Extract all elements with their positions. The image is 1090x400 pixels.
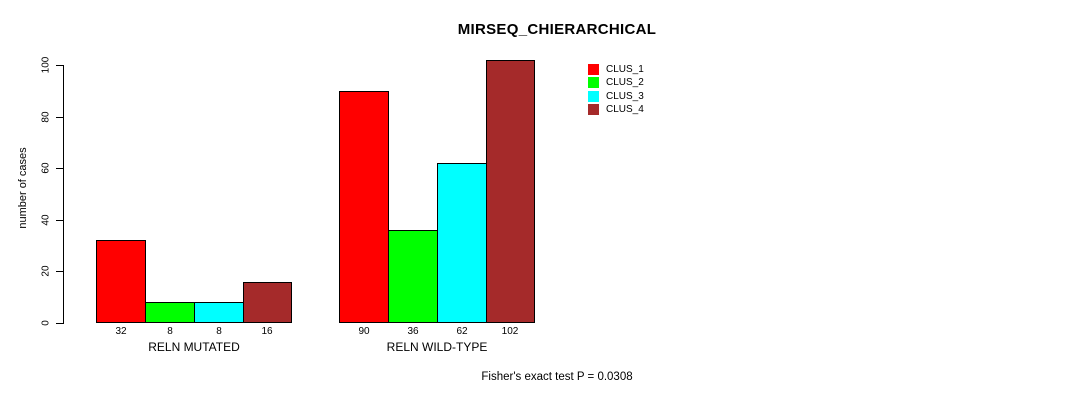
annotation-fishers-exact-test: Fisher's exact test P = 0.0308 <box>481 371 633 383</box>
bar-clus-4-reln-wild-type <box>486 60 535 323</box>
y-axis-title: number of cases <box>17 147 29 229</box>
y-axis-tick-label: 80 <box>40 111 52 123</box>
bar-value-label: 36 <box>407 326 419 337</box>
legend-color-swatch <box>588 77 599 89</box>
bar-value-label: 90 <box>358 326 370 337</box>
chart-title: MIRSEQ_CHIERARCHICAL <box>457 21 657 38</box>
bar-clus-1-reln-wild-type <box>339 91 389 323</box>
y-axis-tick-label: 0 <box>40 320 52 326</box>
y-axis-tick <box>56 271 63 272</box>
bar-value-label: 102 <box>501 326 519 337</box>
bar-value-label: 32 <box>115 326 127 337</box>
legend-color-swatch <box>588 64 599 76</box>
y-axis-tick <box>56 220 63 221</box>
legend-label: CLUS_1 <box>606 64 644 76</box>
legend-item: CLUS_4 <box>588 103 644 116</box>
y-axis-tick <box>56 323 63 324</box>
legend-item: CLUS_3 <box>588 90 644 103</box>
legend-label: CLUS_2 <box>606 77 644 89</box>
y-axis-tick-label: 60 <box>40 162 52 174</box>
y-axis-tick <box>56 65 63 66</box>
bar-clus-2-reln-wild-type <box>388 230 438 323</box>
bar-clus-3-reln-mutated <box>194 302 244 323</box>
y-axis-line <box>63 65 64 324</box>
bar-clus-4-reln-mutated <box>243 282 292 323</box>
legend-item: CLUS_2 <box>588 76 644 89</box>
y-axis-tick <box>56 117 63 118</box>
bar-value-label: 16 <box>261 326 273 337</box>
legend-item: CLUS_1 <box>588 63 644 76</box>
y-axis-tick-label: 20 <box>40 265 52 277</box>
bar-value-label: 8 <box>167 326 173 337</box>
x-axis-group-label: RELN WILD-TYPE <box>386 340 488 354</box>
legend-label: CLUS_4 <box>606 104 644 116</box>
bar-value-label: 8 <box>216 326 222 337</box>
bar-clus-3-reln-wild-type <box>437 163 487 323</box>
legend-color-swatch <box>588 104 599 116</box>
y-axis-tick-label: 40 <box>40 214 52 226</box>
y-axis-tick-label: 100 <box>40 56 52 74</box>
bar-value-label: 62 <box>456 326 468 337</box>
legend-color-swatch <box>588 90 599 102</box>
legend-label: CLUS_3 <box>606 90 644 102</box>
y-axis-tick <box>56 168 63 169</box>
x-axis-group-label: RELN MUTATED <box>148 340 240 354</box>
chart-legend: CLUS_1 CLUS_2 CLUS_3 CLUS_4 <box>588 63 644 116</box>
bar-clus-1-reln-mutated <box>96 240 146 323</box>
bar-clus-2-reln-mutated <box>145 302 195 323</box>
